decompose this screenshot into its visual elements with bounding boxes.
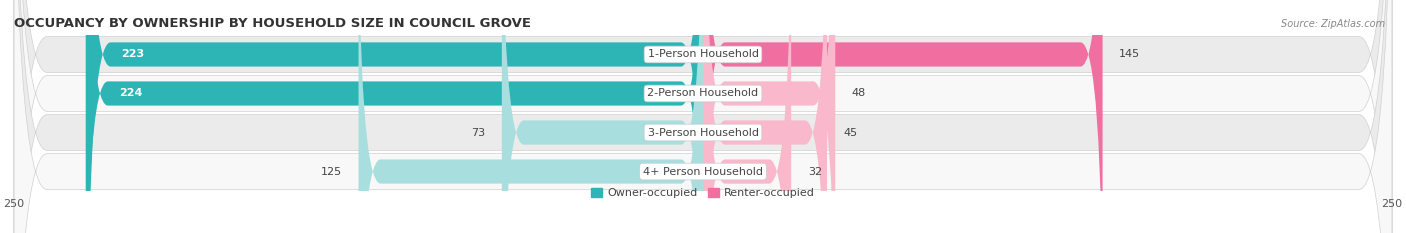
Text: 125: 125 [321,167,342,177]
Text: 48: 48 [852,89,866,99]
FancyBboxPatch shape [703,0,792,233]
Text: 1-Person Household: 1-Person Household [648,49,758,59]
Text: 2-Person Household: 2-Person Household [647,89,759,99]
Text: Source: ZipAtlas.com: Source: ZipAtlas.com [1281,19,1385,29]
Text: 145: 145 [1119,49,1140,59]
Text: 73: 73 [471,127,485,137]
FancyBboxPatch shape [502,0,703,233]
Text: 32: 32 [807,167,823,177]
FancyBboxPatch shape [14,0,1392,233]
FancyBboxPatch shape [14,0,1392,233]
FancyBboxPatch shape [86,0,703,233]
FancyBboxPatch shape [89,0,703,233]
Text: OCCUPANCY BY OWNERSHIP BY HOUSEHOLD SIZE IN COUNCIL GROVE: OCCUPANCY BY OWNERSHIP BY HOUSEHOLD SIZE… [14,17,531,30]
Legend: Owner-occupied, Renter-occupied: Owner-occupied, Renter-occupied [592,188,814,198]
FancyBboxPatch shape [703,0,835,233]
FancyBboxPatch shape [703,0,1102,233]
FancyBboxPatch shape [14,0,1392,233]
Text: 223: 223 [121,49,145,59]
FancyBboxPatch shape [14,0,1392,233]
Text: 224: 224 [118,89,142,99]
Text: 3-Person Household: 3-Person Household [648,127,758,137]
FancyBboxPatch shape [703,0,827,233]
Text: 45: 45 [844,127,858,137]
Text: 4+ Person Household: 4+ Person Household [643,167,763,177]
FancyBboxPatch shape [359,0,703,233]
